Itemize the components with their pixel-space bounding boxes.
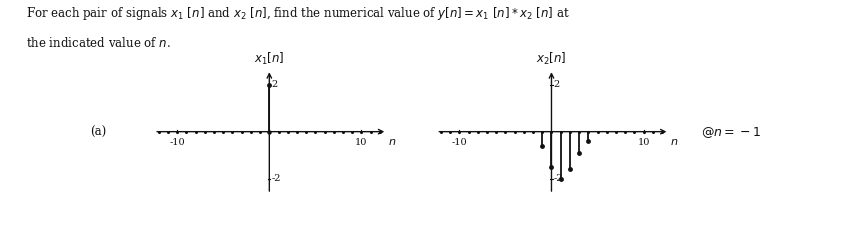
- Text: (a): (a): [90, 126, 107, 139]
- Text: -10: -10: [451, 138, 467, 147]
- Text: $@n=-1$: $@n=-1$: [701, 125, 761, 140]
- Text: $x_1[n]$: $x_1[n]$: [254, 51, 285, 67]
- Text: -10: -10: [169, 138, 185, 147]
- Text: $n$: $n$: [388, 137, 397, 147]
- Text: 10: 10: [637, 138, 650, 147]
- Text: -2: -2: [554, 174, 563, 183]
- Text: For each pair of signals $x_1\ [n]$ and $x_2\ [n]$, find the numerical value of : For each pair of signals $x_1\ [n]$ and …: [26, 5, 569, 22]
- Text: $n$: $n$: [670, 137, 679, 147]
- Text: 2: 2: [554, 80, 560, 89]
- Text: 10: 10: [355, 138, 368, 147]
- Text: -2: -2: [272, 174, 281, 183]
- Text: 2: 2: [272, 80, 278, 89]
- Text: $x_2[n]$: $x_2[n]$: [536, 51, 567, 67]
- Text: the indicated value of $n$.: the indicated value of $n$.: [26, 36, 171, 50]
